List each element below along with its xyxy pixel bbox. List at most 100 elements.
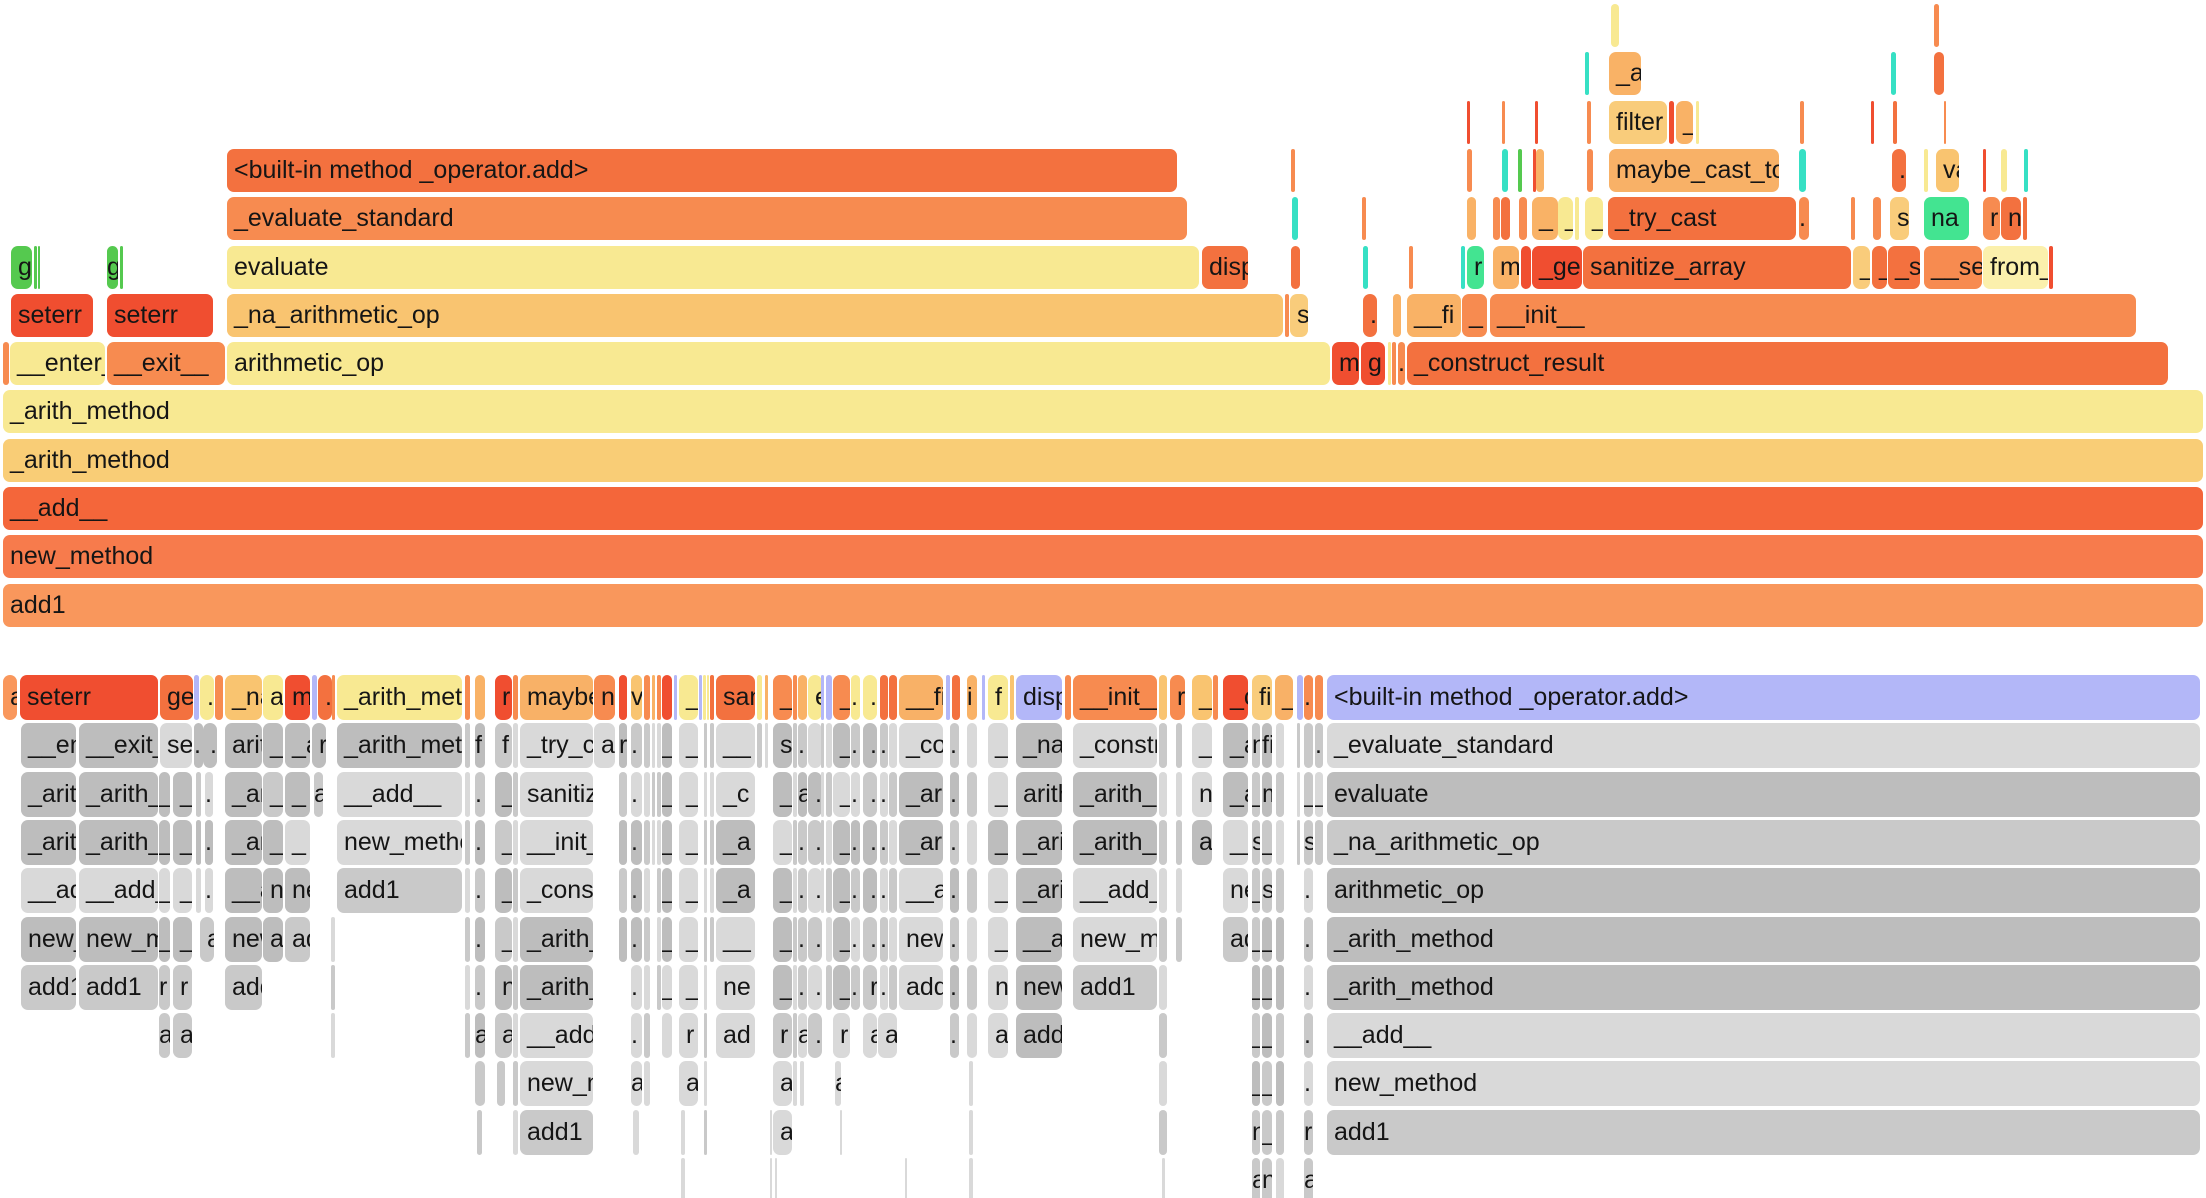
frame-bar[interactable]: arithmetic_op xyxy=(225,723,262,768)
frame-bar[interactable] xyxy=(619,868,627,913)
frame-bar[interactable]: _ xyxy=(173,820,192,865)
frame-bar[interactable] xyxy=(1467,149,1472,192)
frame-bar[interactable] xyxy=(765,675,768,720)
frame-bar[interactable] xyxy=(644,723,650,768)
frame-bar[interactable] xyxy=(1176,820,1182,865)
frame-bar[interactable]: . xyxy=(950,1013,959,1058)
frame-bar[interactable]: new_method xyxy=(79,917,158,962)
frame-bar[interactable] xyxy=(1533,149,1536,192)
frame-bar[interactable]: . xyxy=(880,820,888,865)
frame-bar[interactable] xyxy=(465,723,470,768)
frame-bar[interactable]: . xyxy=(475,868,485,913)
frame-bar[interactable]: _construct_result xyxy=(899,723,943,768)
frame-bar[interactable]: . xyxy=(950,723,959,768)
frame-bar[interactable]: add1 xyxy=(594,723,615,768)
frame-bar[interactable]: __add__ xyxy=(3,487,2203,530)
frame-bar[interactable]: _ xyxy=(1262,1061,1272,1106)
frame-bar[interactable] xyxy=(704,965,707,1010)
frame-bar[interactable] xyxy=(905,1158,907,1198)
frame-bar[interactable] xyxy=(644,675,650,720)
frame-bar[interactable]: a xyxy=(679,1061,698,1106)
frame-bar[interactable] xyxy=(1518,149,1522,192)
frame-bar[interactable] xyxy=(840,1110,842,1155)
frame-bar[interactable] xyxy=(513,723,518,768)
frame-bar[interactable] xyxy=(889,723,897,768)
frame-bar[interactable] xyxy=(619,820,627,865)
frame-bar[interactable]: _arith_method xyxy=(1073,772,1157,817)
frame-bar[interactable] xyxy=(657,965,661,1010)
frame-bar[interactable] xyxy=(1871,101,1874,144)
frame-bar[interactable]: from_ xyxy=(1983,246,2048,289)
frame-bar[interactable] xyxy=(1493,197,1500,240)
frame-bar[interactable] xyxy=(889,820,897,865)
frame-bar[interactable]: . xyxy=(851,675,860,720)
frame-bar[interactable] xyxy=(710,723,714,768)
frame-bar[interactable] xyxy=(793,772,797,817)
frame-bar[interactable] xyxy=(1276,917,1284,962)
frame-bar[interactable] xyxy=(681,1158,685,1198)
frame-bar[interactable]: . xyxy=(475,917,485,962)
frame-bar[interactable] xyxy=(710,820,714,865)
frame-bar[interactable]: _ xyxy=(773,675,792,720)
frame-bar[interactable] xyxy=(513,917,518,962)
frame-bar[interactable]: _arith_method xyxy=(225,772,262,817)
frame-bar[interactable]: _ xyxy=(773,965,792,1010)
frame-bar[interactable]: add1 xyxy=(1327,1110,2200,1155)
frame-bar[interactable] xyxy=(1799,149,1806,192)
frame-bar[interactable] xyxy=(1276,868,1284,913)
frame-bar[interactable]: _ xyxy=(1262,1013,1272,1058)
frame-bar[interactable]: r xyxy=(679,1013,698,1058)
frame-bar[interactable]: a xyxy=(878,1013,897,1058)
frame-bar[interactable] xyxy=(619,675,627,720)
frame-bar[interactable]: n xyxy=(1262,1158,1272,1198)
frame-bar[interactable] xyxy=(196,820,201,865)
frame-bar[interactable]: _ xyxy=(1275,675,1293,720)
frame-bar[interactable]: _ xyxy=(1262,820,1272,865)
frame-bar[interactable]: a xyxy=(3,675,17,720)
frame-bar[interactable]: a xyxy=(159,1013,170,1058)
frame-bar[interactable]: _ xyxy=(495,820,512,865)
frame-bar[interactable]: a xyxy=(495,1013,512,1058)
frame-bar[interactable]: . xyxy=(851,917,860,962)
frame-bar[interactable]: m xyxy=(1332,342,1359,385)
frame-bar[interactable]: . xyxy=(950,772,959,817)
frame-bar[interactable] xyxy=(793,723,797,768)
frame-bar[interactable]: _ xyxy=(833,965,850,1010)
frame-bar[interactable] xyxy=(196,868,201,913)
frame-bar[interactable]: _evaluate_standard xyxy=(227,197,1187,240)
frame-bar[interactable]: __add__ xyxy=(79,868,158,913)
frame-bar[interactable]: . xyxy=(863,675,877,720)
frame-bar[interactable] xyxy=(889,868,897,913)
frame-bar[interactable]: add1 xyxy=(1223,917,1248,962)
frame-bar[interactable]: _try_cast xyxy=(520,723,593,768)
frame-bar[interactable] xyxy=(657,917,661,962)
frame-bar[interactable]: s xyxy=(1290,294,1308,337)
frame-bar[interactable] xyxy=(826,917,832,962)
frame-bar[interactable]: _c xyxy=(1223,675,1248,720)
frame-bar[interactable]: _ xyxy=(1262,1110,1272,1155)
frame-bar[interactable] xyxy=(331,965,335,1010)
frame-bar[interactable]: maybe_cast_to xyxy=(520,675,593,720)
frame-bar[interactable]: _construct_result xyxy=(1407,342,2168,385)
frame-bar[interactable] xyxy=(704,820,707,865)
frame-bar[interactable]: r xyxy=(773,1013,792,1058)
frame-bar[interactable]: evaluate xyxy=(227,246,1199,289)
frame-bar[interactable]: a xyxy=(835,1061,841,1106)
frame-bar[interactable] xyxy=(967,820,977,865)
frame-bar[interactable] xyxy=(1893,101,1897,144)
frame-bar[interactable]: n xyxy=(1192,772,1212,817)
frame-bar[interactable] xyxy=(704,1110,707,1155)
frame-bar[interactable] xyxy=(710,772,714,817)
frame-bar[interactable] xyxy=(513,1013,518,1058)
frame-bar[interactable]: _na_arithmetic_op xyxy=(1327,820,2200,865)
frame-bar[interactable]: _s xyxy=(1888,246,1920,289)
frame-bar[interactable]: fi xyxy=(1262,723,1272,768)
frame-bar[interactable] xyxy=(1159,1061,1167,1106)
frame-bar[interactable]: _ xyxy=(662,917,672,962)
frame-bar[interactable]: . xyxy=(808,917,822,962)
frame-bar[interactable] xyxy=(967,868,977,913)
frame-bar[interactable] xyxy=(775,1158,777,1198)
frame-bar[interactable]: _ xyxy=(285,772,310,817)
frame-bar[interactable] xyxy=(652,675,655,720)
frame-bar[interactable]: _arith_method xyxy=(21,820,76,865)
